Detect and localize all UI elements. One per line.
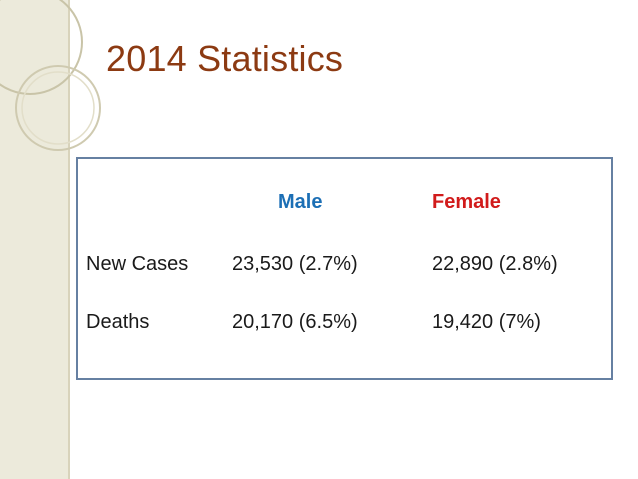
column-header-female: Female (432, 191, 501, 213)
row-label-new-cases: New Cases (86, 253, 189, 275)
statistics-table: Male Female New Cases 23,530 (2.7%) 22,8… (76, 157, 613, 380)
decorative-rings (0, 0, 101, 151)
new-cases-male-value: 23,530 (2.7%) (232, 253, 358, 275)
left-band-edge (68, 0, 70, 479)
deaths-male-value: 20,170 (6.5%) (232, 311, 358, 333)
deaths-female-value: 19,420 (7%) (432, 311, 541, 333)
column-header-male: Male (278, 191, 323, 213)
new-cases-female-value: 22,890 (2.8%) (432, 253, 558, 275)
slide-title: 2014 Statistics (106, 38, 344, 79)
row-label-deaths: Deaths (86, 311, 150, 333)
